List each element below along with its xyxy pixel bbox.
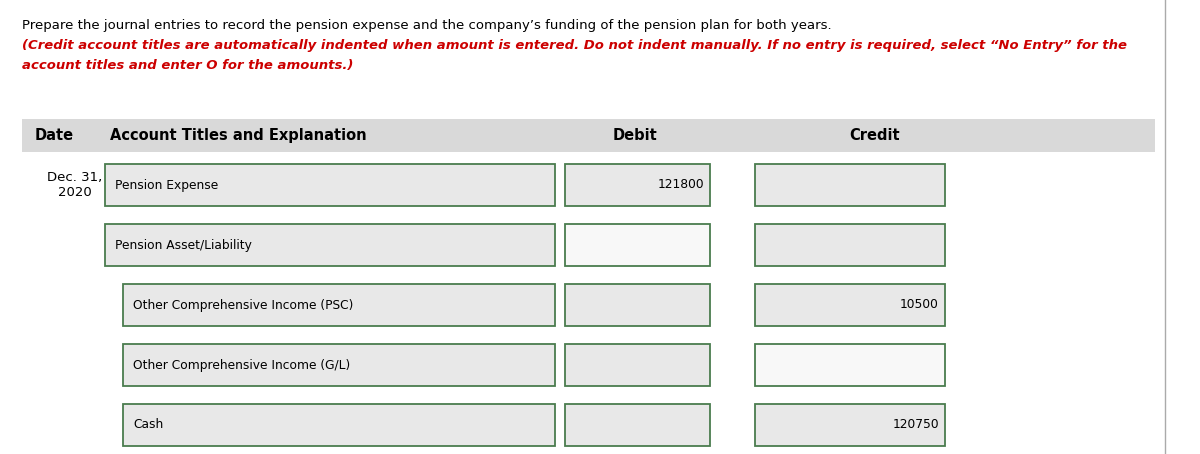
Text: Pension Expense: Pension Expense [115, 178, 218, 192]
Text: 10500: 10500 [900, 298, 940, 311]
Bar [124, 284, 554, 326]
Bar [565, 224, 710, 266]
Bar [565, 344, 710, 386]
Text: Other Comprehensive Income (G/L): Other Comprehensive Income (G/L) [133, 359, 350, 371]
Text: Pension Asset/Liability: Pension Asset/Liability [115, 238, 252, 252]
Bar [755, 224, 946, 266]
Bar [106, 224, 554, 266]
Text: Date: Date [35, 128, 74, 143]
Bar [565, 284, 710, 326]
Text: (Credit account titles are automatically indented when amount is entered. Do not: (Credit account titles are automatically… [22, 39, 1127, 52]
Bar [124, 344, 554, 386]
Bar [755, 404, 946, 446]
Text: 121800: 121800 [658, 178, 704, 192]
Bar [22, 119, 1154, 152]
Text: Cash: Cash [133, 419, 163, 431]
Bar [565, 404, 710, 446]
Bar [755, 164, 946, 206]
Text: account titles and enter O for the amounts.): account titles and enter O for the amoun… [22, 59, 353, 72]
Text: Dec. 31,
2020: Dec. 31, 2020 [47, 171, 103, 199]
Text: Credit: Credit [850, 128, 900, 143]
Text: Account Titles and Explanation: Account Titles and Explanation [110, 128, 367, 143]
Text: Debit: Debit [613, 128, 658, 143]
Text: Prepare the journal entries to record the pension expense and the company’s fund: Prepare the journal entries to record th… [22, 19, 836, 32]
Bar [755, 284, 946, 326]
Bar [565, 164, 710, 206]
Bar [124, 404, 554, 446]
Bar [755, 344, 946, 386]
Text: Other Comprehensive Income (PSC): Other Comprehensive Income (PSC) [133, 298, 353, 311]
Text: 120750: 120750 [893, 419, 940, 431]
Bar [106, 164, 554, 206]
